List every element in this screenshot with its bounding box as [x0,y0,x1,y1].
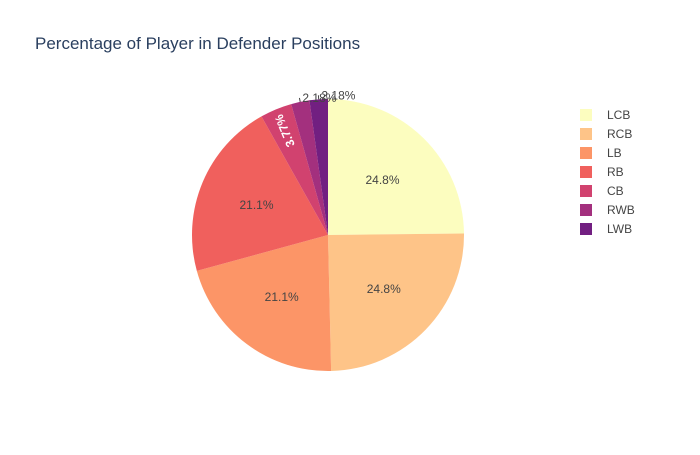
legend-label-lcb: LCB [607,108,630,122]
legend-item-rcb[interactable]: RCB [580,127,632,141]
pie-slice-rcb[interactable] [328,233,464,371]
leader-line-rwb [299,98,300,102]
value-label-lb: 21.1% [265,290,299,304]
legend-label-cb: CB [607,184,624,198]
value-label-rcb: 24.8% [367,282,401,296]
legend-swatch-cb [580,185,592,197]
legend-item-lcb[interactable]: LCB [580,108,630,122]
legend[interactable]: LCB RCB LB RB CB RWB LWB [580,108,635,236]
legend-swatch-rb [580,166,592,178]
legend-swatch-lb [580,147,592,159]
legend-swatch-rcb [580,128,592,140]
legend-swatch-lcb [580,109,592,121]
chart-title: Percentage of Player in Defender Positio… [35,34,360,54]
legend-swatch-lwb [580,223,592,235]
legend-label-rb: RB [607,165,624,179]
legend-label-lwb: LWB [607,222,632,236]
legend-item-lb[interactable]: LB [580,146,622,160]
legend-item-rb[interactable]: RB [580,165,624,179]
value-label-rb: 21.1% [239,198,273,212]
legend-swatch-rwb [580,204,592,216]
legend-item-lwb[interactable]: LWB [580,222,632,236]
legend-item-cb[interactable]: CB [580,184,624,198]
legend-label-lb: LB [607,146,622,160]
pie-slices [192,99,464,371]
legend-item-rwb[interactable]: RWB [580,203,635,217]
value-label-lcb: 24.8% [365,173,399,187]
legend-label-rcb: RCB [607,127,632,141]
value-label-lwb: 2.18% [321,88,355,102]
pie-slice-lcb[interactable] [328,99,464,235]
legend-label-rwb: RWB [607,203,635,217]
